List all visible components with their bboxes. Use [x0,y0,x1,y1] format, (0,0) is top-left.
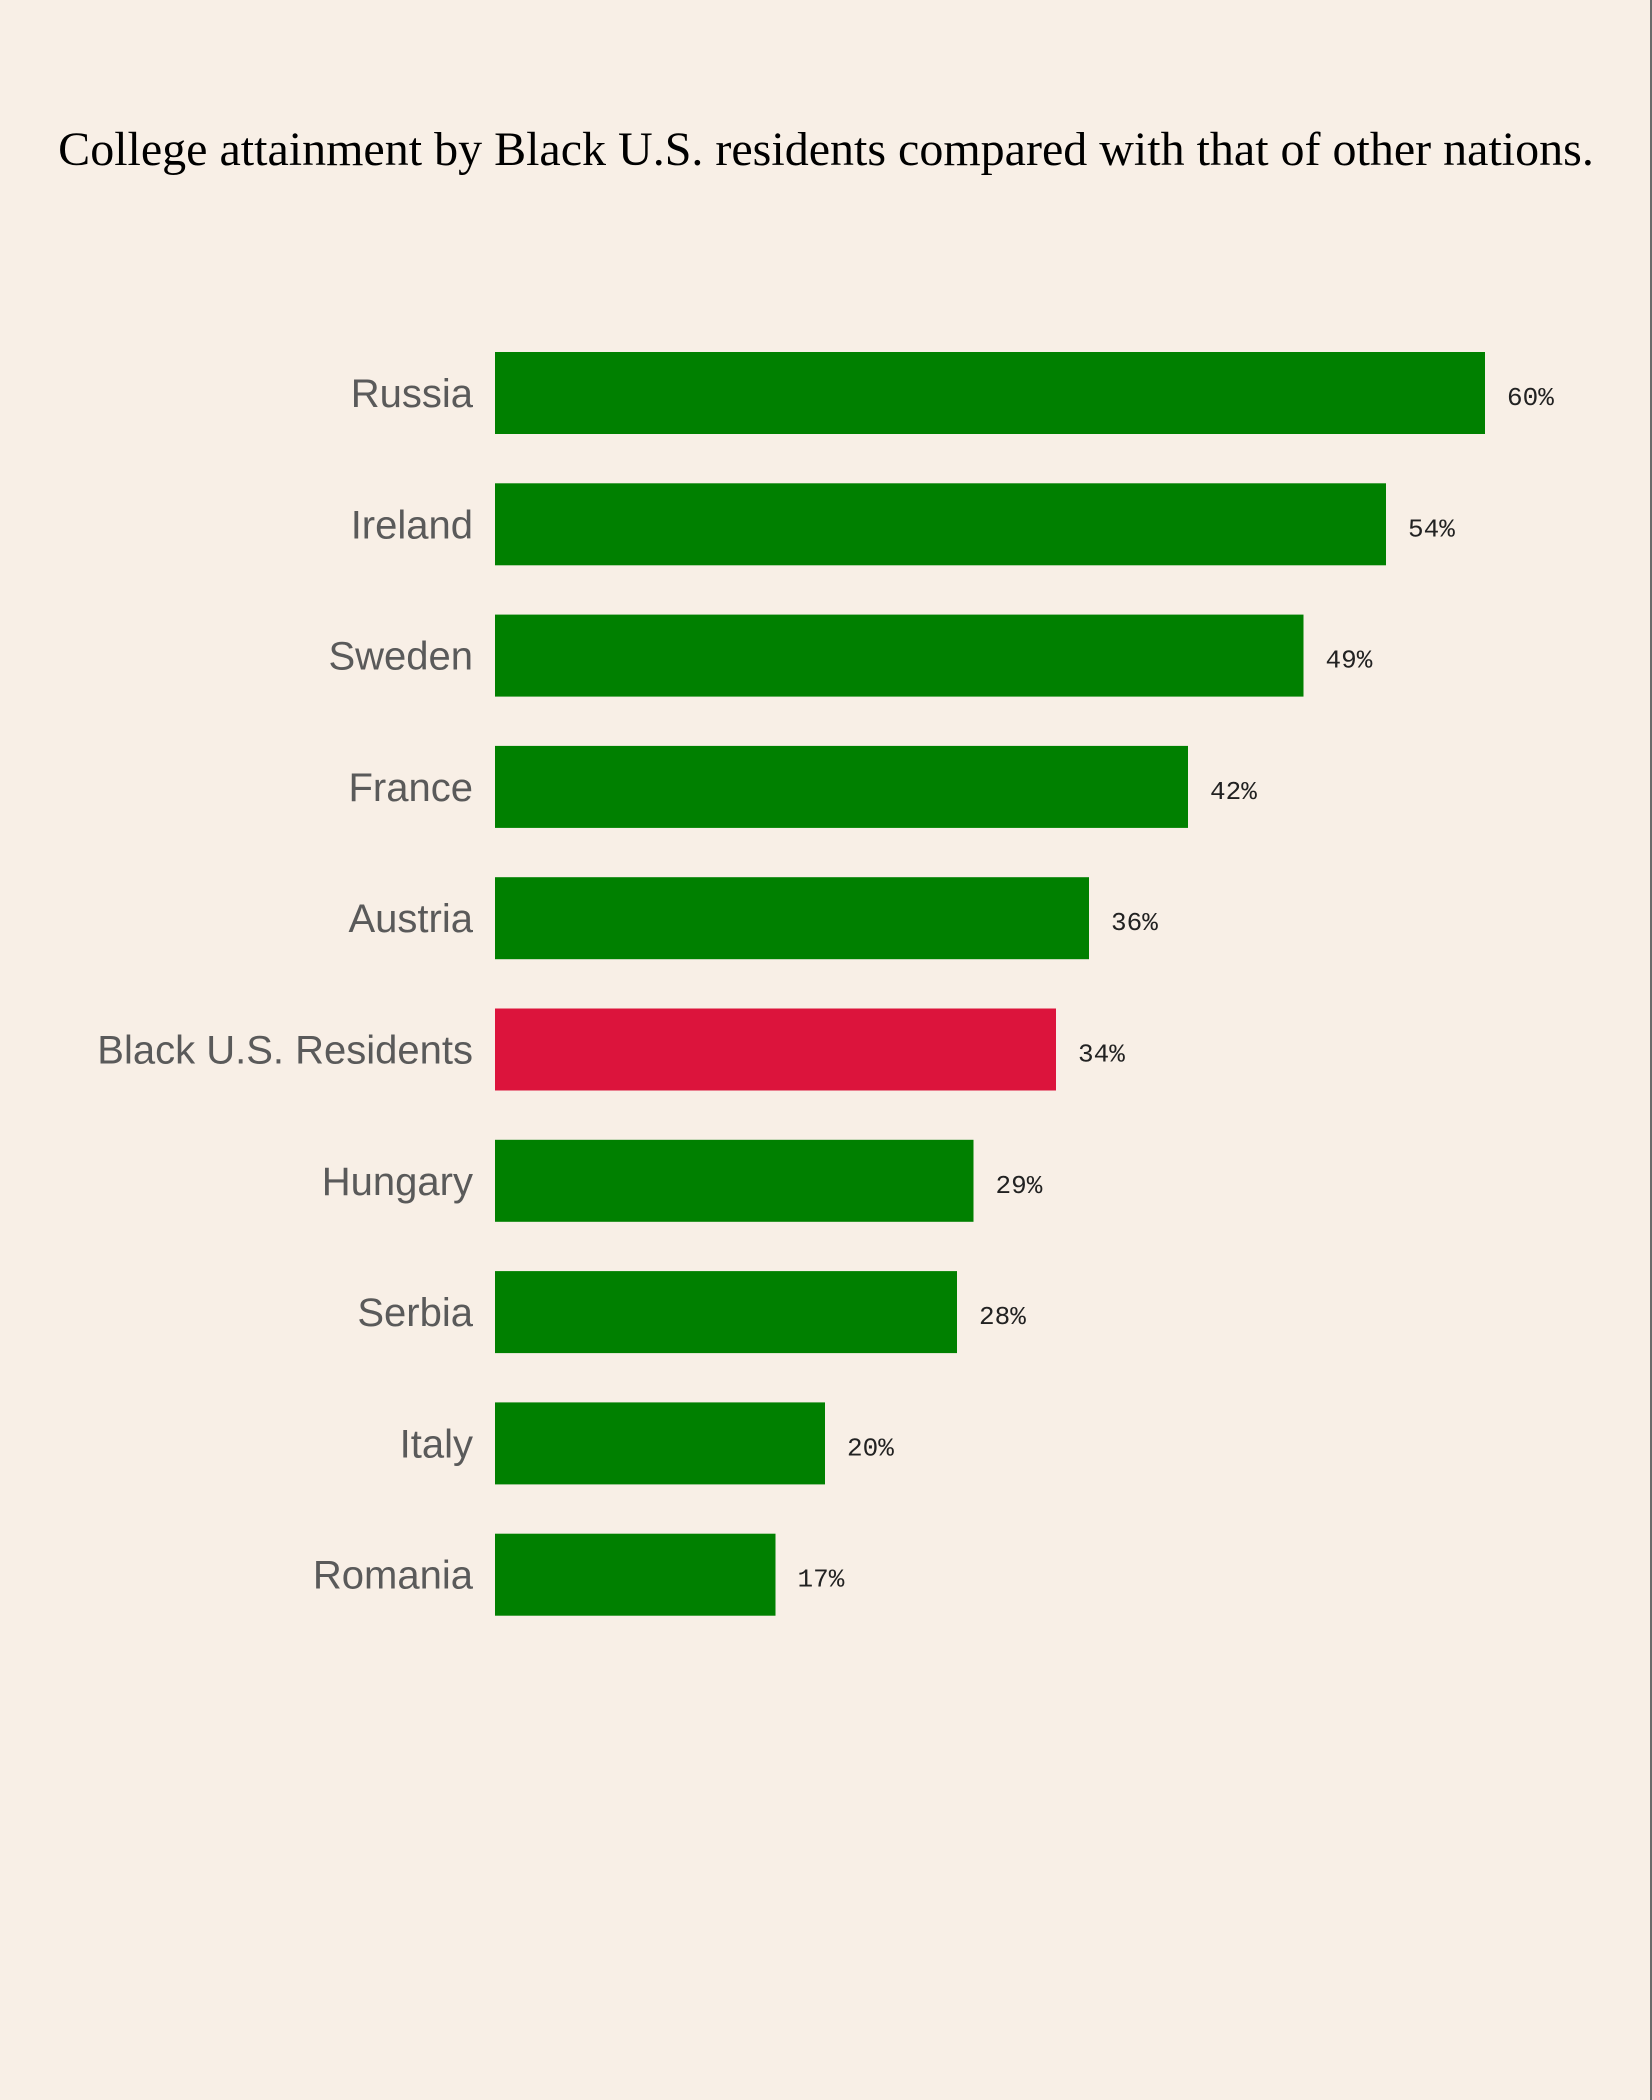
bar-italy [495,1402,825,1485]
value-label: 29% [996,1171,1043,1201]
value-label: 49% [1326,646,1373,676]
bar-sweden [495,614,1304,697]
bar-russia [495,352,1485,434]
category-label: Romania [313,1554,474,1598]
category-label: Black U.S. Residents [97,1029,473,1073]
value-label: 20% [847,1433,894,1463]
value-label: 54% [1408,514,1455,544]
value-label: 17% [798,1565,845,1595]
category-label: Hungary [322,1160,473,1204]
bar-black-u-s-residents [495,1008,1056,1091]
value-label: 42% [1210,777,1257,807]
category-label: Austria [349,897,474,941]
bar-hungary [495,1139,974,1222]
bar-ireland [495,483,1386,566]
right-border [1650,0,1652,2100]
value-label: 60% [1507,383,1554,413]
bar-serbia [495,1271,957,1354]
bar-france [495,745,1188,828]
category-label: Russia [351,372,474,416]
value-label: 28% [979,1302,1026,1332]
value-label: 36% [1111,908,1158,938]
category-label: Serbia [357,1291,473,1335]
bar-romania [495,1533,776,1616]
category-label: Italy [400,1422,473,1466]
category-label: France [349,766,474,810]
category-label: Sweden [328,635,473,679]
chart-title: College attainment by Black U.S. residen… [58,123,1594,176]
category-label: Ireland [351,503,473,547]
value-label: 34% [1078,1040,1125,1070]
bar-austria [495,877,1089,960]
